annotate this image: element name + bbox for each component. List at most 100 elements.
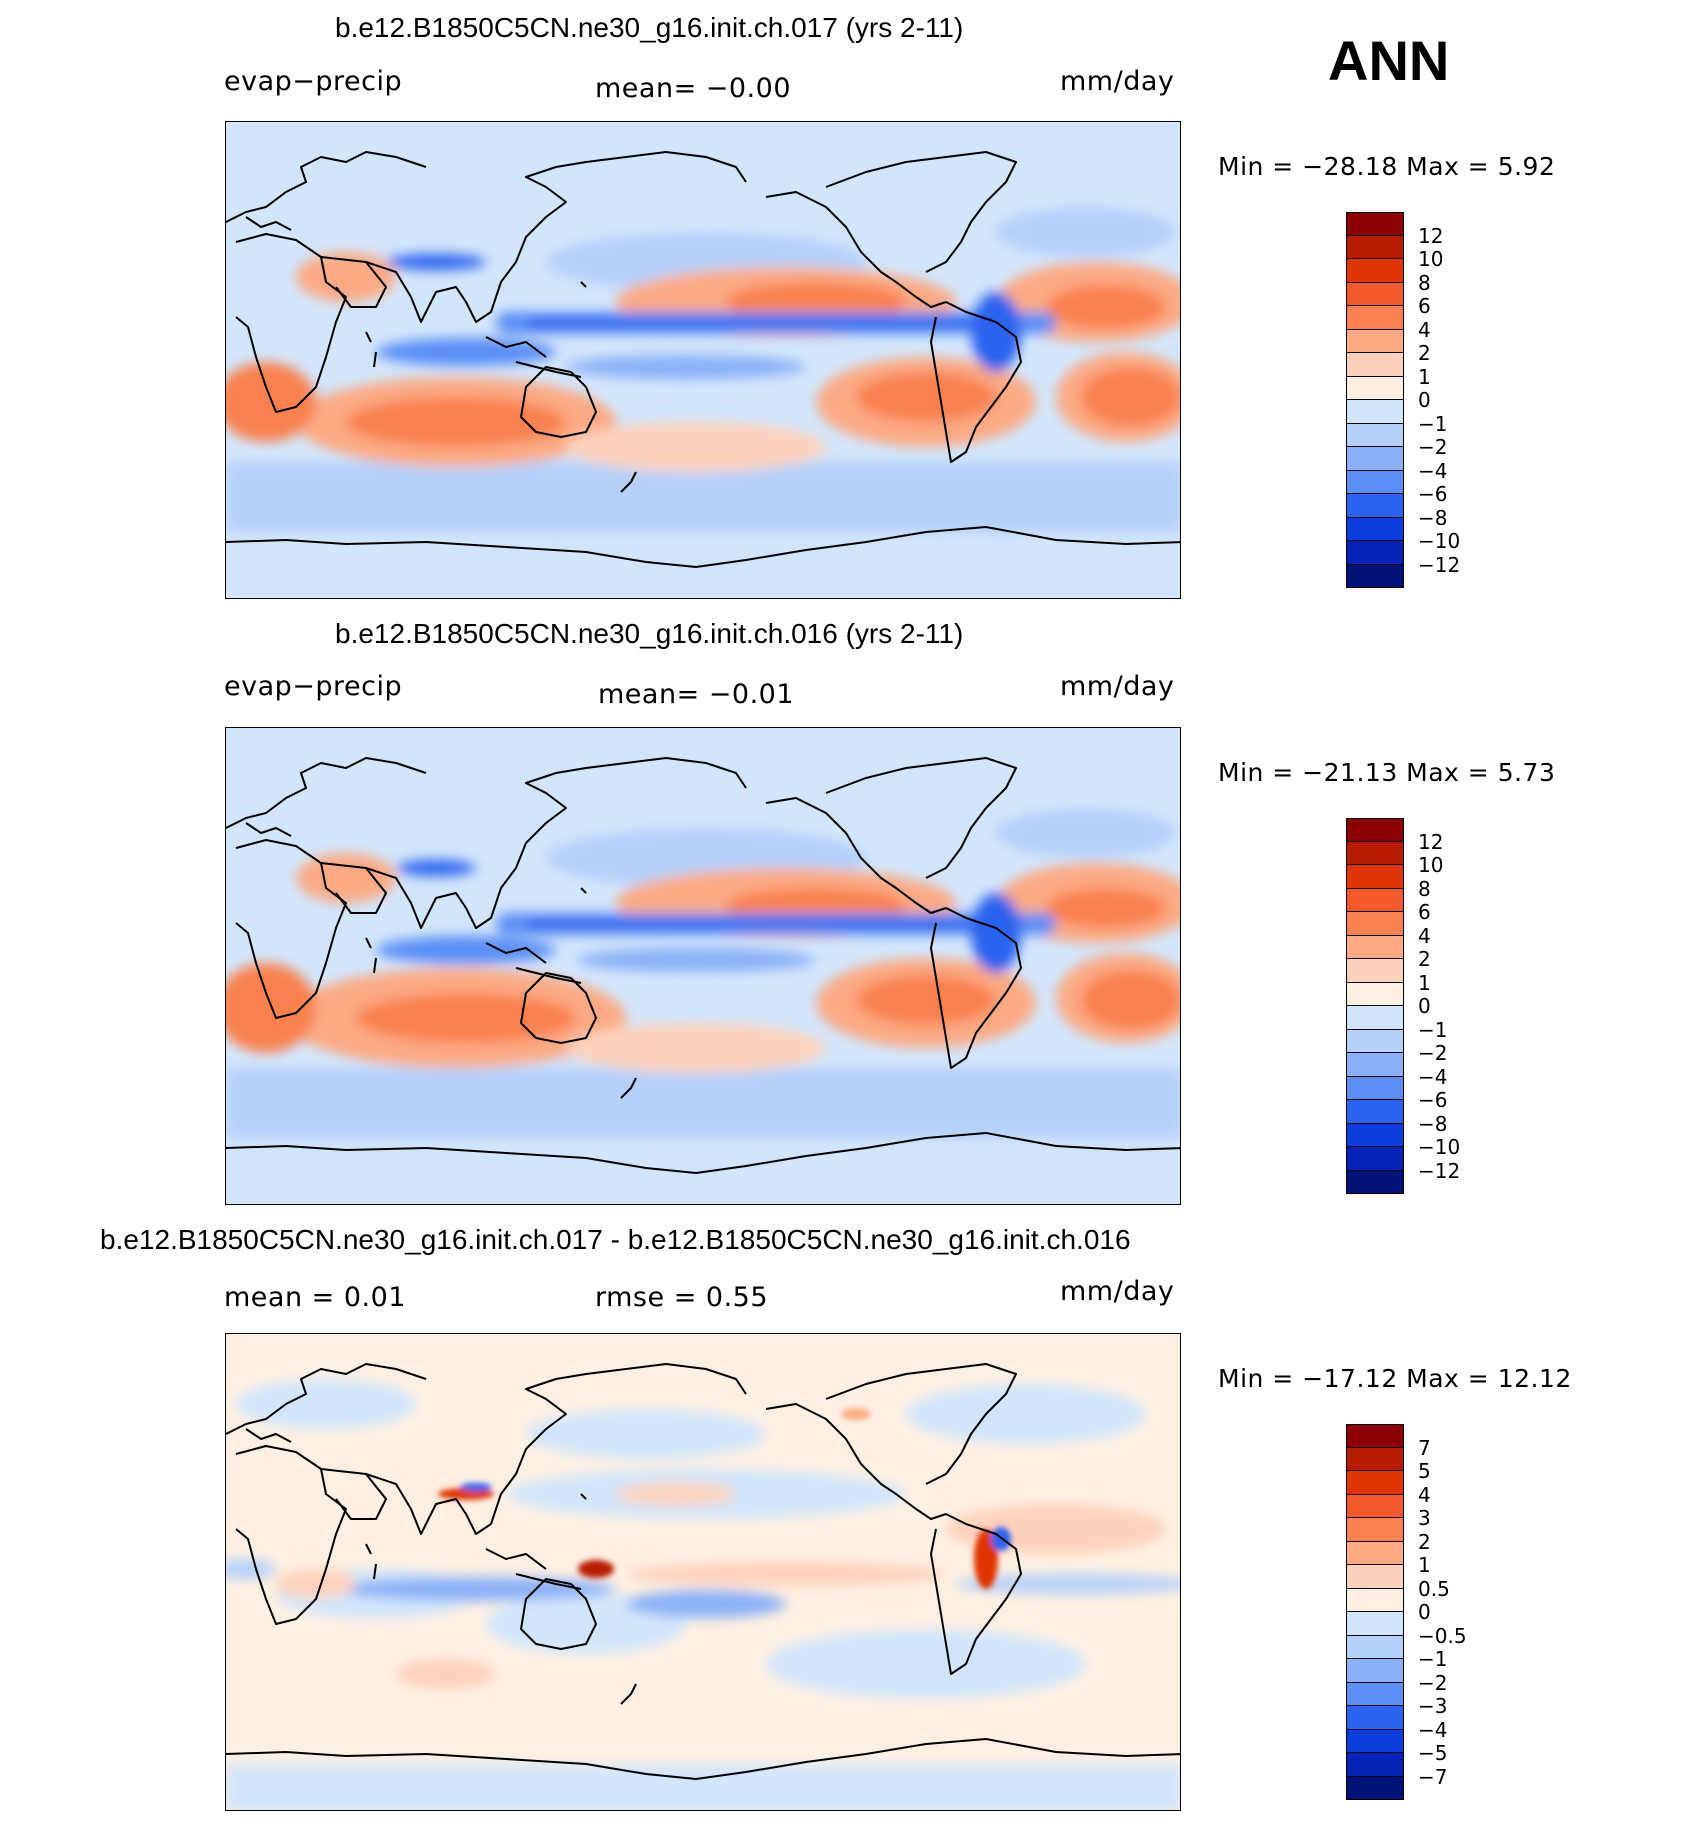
panel-top-units: mm/day [1060, 66, 1175, 97]
colorbar-tick-label: 3 [1418, 1506, 1431, 1530]
colorbar-cell [1346, 818, 1404, 842]
colorbar-tick-label: −1 [1418, 1647, 1448, 1671]
panel-top-mean: mean= −0.00 [595, 73, 792, 104]
colorbar-mid [1346, 818, 1404, 1194]
panel-top-minmax: Min = −28.18 Max = 5.92 [1218, 152, 1556, 181]
colorbar-tick-label: −8 [1418, 505, 1448, 530]
colorbar-cell [1346, 1494, 1404, 1518]
colorbar-cell [1346, 1147, 1404, 1171]
colorbar-cell [1346, 423, 1404, 447]
colorbar-tick-label: 4 [1418, 317, 1431, 342]
colorbar-tick-label: −2 [1418, 1670, 1448, 1695]
colorbar-tick-label: −0.5 [1418, 1623, 1467, 1648]
colorbar-tick-label: 12 [1418, 829, 1444, 854]
colorbar-cell [1346, 282, 1404, 306]
colorbar-tick-label: −4 [1418, 458, 1448, 483]
colorbar-tick-label: 0 [1418, 1600, 1431, 1624]
panel-bot-units: mm/day [1060, 1276, 1175, 1307]
colorbar-tick-label: −10 [1418, 1135, 1461, 1159]
colorbar-tick-label: 10 [1418, 853, 1444, 877]
colorbar-tick-label: 0.5 [1418, 1576, 1450, 1601]
panel-mid-mean: mean= −0.01 [598, 679, 795, 710]
panel-bot-title: b.e12.B1850C5CN.ne30_g16.init.ch.017 - b… [100, 1224, 1131, 1255]
colorbar-tick-label: −4 [1418, 1717, 1448, 1742]
colorbar-tick-label: −12 [1418, 1158, 1461, 1183]
colorbar-cell [1346, 541, 1404, 565]
colorbar-tick-label: −1 [1418, 411, 1448, 436]
colorbar-cell [1346, 470, 1404, 494]
colorbar-tick-label: 2 [1418, 1529, 1431, 1554]
colorbar-tick-label: −6 [1418, 482, 1448, 506]
colorbar-cell [1346, 1612, 1404, 1636]
colorbar-cell [1346, 329, 1404, 353]
colorbar-cell [1346, 1753, 1404, 1777]
panel-mid-units: mm/day [1060, 671, 1175, 702]
colorbar-cell [1346, 1170, 1404, 1194]
colorbar-cell [1346, 1776, 1404, 1800]
colorbar-cell [1346, 959, 1404, 983]
colorbar-tick-label: 8 [1418, 876, 1431, 901]
colorbar-tick-label: 8 [1418, 270, 1431, 295]
colorbar-cell [1346, 1424, 1404, 1448]
colorbar-cell [1346, 1682, 1404, 1706]
panel-top-title: b.e12.B1850C5CN.ne30_g16.init.ch.017 (yr… [335, 12, 964, 43]
colorbar-tick-label: 1 [1418, 970, 1431, 995]
panel-bot-rmse: rmse = 0.55 [595, 1282, 769, 1313]
colorbar-tick-label: 1 [1418, 364, 1431, 389]
colorbar-cell [1346, 841, 1404, 865]
colorbar-tick-label: −2 [1418, 1041, 1448, 1065]
colorbar-tick-label: 7 [1418, 1435, 1431, 1460]
panel-mid-minmax: Min = −21.13 Max = 5.73 [1218, 758, 1556, 787]
colorbar-cell [1346, 1076, 1404, 1100]
colorbar-cell [1346, 306, 1404, 330]
colorbar-cell [1346, 1541, 1404, 1565]
colorbar-cell [1346, 1471, 1404, 1495]
colorbar-tick-label: 10 [1418, 247, 1444, 271]
colorbar-cell [1346, 1635, 1404, 1659]
colorbar-cell [1346, 865, 1404, 889]
panel-bot-mean: mean = 0.01 [224, 1282, 406, 1313]
colorbar-cell [1346, 912, 1404, 936]
colorbar-cell [1346, 1029, 1404, 1053]
colorbar-tick-label: 4 [1418, 923, 1431, 948]
colorbar-cell [1346, 517, 1404, 541]
colorbar-cell [1346, 564, 1404, 588]
colorbar-cell [1346, 1053, 1404, 1077]
colorbar-tick-label: −10 [1418, 529, 1461, 553]
colorbar-cell [1346, 1659, 1404, 1683]
colorbar-tick-label: 0 [1418, 994, 1431, 1018]
colorbar-tick-label: −5 [1418, 1741, 1448, 1765]
colorbar-tick-label: −6 [1418, 1088, 1448, 1112]
colorbar-tick-label: 6 [1418, 900, 1431, 924]
colorbar-tick-label: 12 [1418, 223, 1444, 248]
colorbar-cell [1346, 1565, 1404, 1589]
colorbar-cell [1346, 376, 1404, 400]
colorbar-tick-label: −8 [1418, 1111, 1448, 1136]
colorbar-cell [1346, 1588, 1404, 1612]
colorbar-tick-label: 2 [1418, 341, 1431, 365]
map-panel-bot [225, 1333, 1181, 1811]
colorbar-cell [1346, 212, 1404, 236]
colorbar-tick-label: 1 [1418, 1553, 1431, 1577]
colorbar-cell [1346, 1447, 1404, 1471]
map-panel-top [225, 121, 1181, 599]
colorbar-tick-label: −1 [1418, 1017, 1448, 1042]
colorbar-tick-label: 4 [1418, 1482, 1431, 1507]
colorbar-cell [1346, 235, 1404, 259]
season-label: ANN [1328, 29, 1450, 92]
colorbar-tick-label: 6 [1418, 294, 1431, 318]
colorbar-cell [1346, 353, 1404, 377]
colorbar-tick-label: 5 [1418, 1459, 1431, 1483]
colorbar-tick-label: 2 [1418, 947, 1431, 971]
colorbar-top [1346, 212, 1404, 588]
colorbar-cell [1346, 1123, 1404, 1147]
colorbar-tick-label: −4 [1418, 1064, 1448, 1089]
colorbar-tick-label: 0 [1418, 388, 1431, 412]
colorbar-tick-label: −12 [1418, 552, 1461, 577]
colorbar-cell [1346, 447, 1404, 471]
colorbar-cell [1346, 1100, 1404, 1124]
colorbar-tick-label: −7 [1418, 1764, 1448, 1789]
colorbar-cell [1346, 935, 1404, 959]
colorbar-cell [1346, 400, 1404, 424]
colorbar-tick-label: −3 [1418, 1694, 1448, 1718]
